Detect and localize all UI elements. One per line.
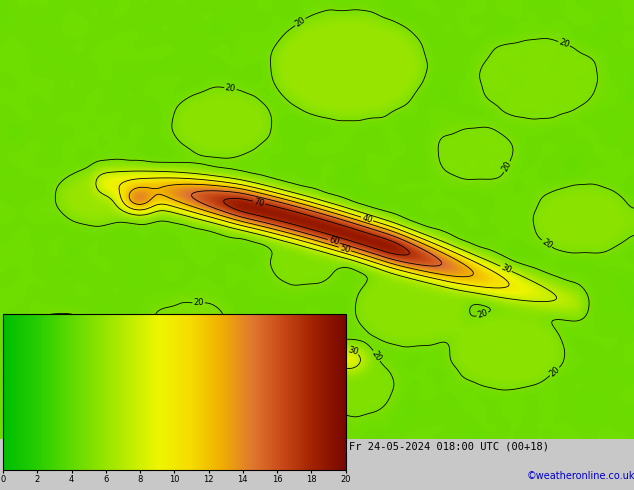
Text: 20: 20 xyxy=(370,349,383,363)
Text: 30: 30 xyxy=(500,263,513,275)
Text: 20: 20 xyxy=(548,365,562,378)
Text: 70: 70 xyxy=(253,197,265,208)
Text: 20: 20 xyxy=(500,160,514,173)
Text: 40: 40 xyxy=(361,213,373,225)
Text: Fr 24-05-2024 018:00 UTC (00+18): Fr 24-05-2024 018:00 UTC (00+18) xyxy=(349,441,548,451)
Text: 20: 20 xyxy=(540,237,553,250)
Text: ©weatheronline.co.uk: ©weatheronline.co.uk xyxy=(526,470,634,481)
Text: 50: 50 xyxy=(339,243,351,255)
Text: 20: 20 xyxy=(558,38,571,50)
Text: 30: 30 xyxy=(30,364,42,375)
Text: 20: 20 xyxy=(193,298,204,307)
Text: 60: 60 xyxy=(327,236,340,247)
Text: 20: 20 xyxy=(294,15,307,29)
Text: Isotachs Spread mean+σ[%] ECMWF: Isotachs Spread mean+σ[%] ECMWF xyxy=(3,441,197,451)
Text: 30: 30 xyxy=(346,346,359,357)
Text: 20: 20 xyxy=(476,309,489,320)
Text: 20: 20 xyxy=(89,316,102,328)
Text: 20: 20 xyxy=(224,83,236,94)
